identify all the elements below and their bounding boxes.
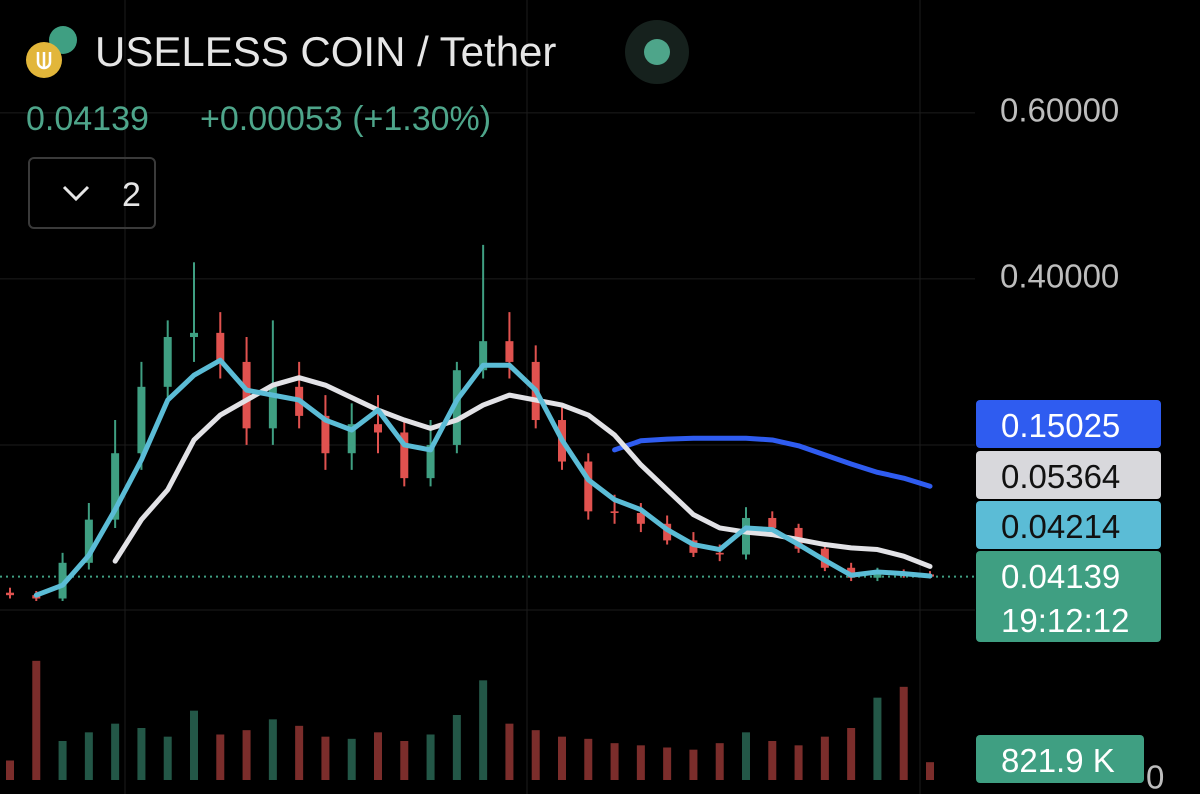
candle-body: [584, 461, 593, 512]
volume-bar: [452, 715, 461, 780]
candle-body: [190, 332, 198, 338]
candle-body: [268, 386, 277, 429]
candle-body: [374, 424, 382, 433]
candle-body: [347, 424, 356, 454]
volume-bar: [742, 732, 750, 780]
volume-bar: [505, 723, 514, 780]
last-price-value: 0.04139: [1001, 558, 1121, 595]
indicator-count: 2: [122, 176, 141, 214]
volume-bar: [400, 741, 409, 780]
status-dot: [644, 39, 670, 65]
volume-badge: 821.9 K: [976, 735, 1144, 783]
candle-body: [58, 562, 67, 599]
volume-bar: [32, 660, 41, 780]
last-price: 0.04139: [26, 100, 149, 138]
candle-body: [742, 517, 750, 555]
candle-body: [426, 444, 435, 479]
volume-bar: [216, 734, 225, 780]
volume-bar: [899, 686, 908, 780]
volume-bar: [479, 680, 488, 780]
volume-bar: [84, 732, 93, 780]
volume-bar: [242, 730, 251, 780]
candle-body: [610, 511, 619, 513]
volume-bar: [636, 745, 645, 780]
candle-body: [768, 517, 777, 528]
candle-body: [452, 370, 461, 445]
volume-bar: [137, 728, 146, 780]
volume-bar: [321, 736, 330, 780]
candle-body: [873, 572, 882, 578]
candle-body: [242, 361, 251, 429]
volume-bar: [820, 736, 829, 780]
candle-body: [84, 519, 93, 563]
candle-body: [505, 341, 514, 362]
volume-bar: [689, 749, 698, 780]
volume-bar: [6, 760, 14, 780]
volume-bar: [426, 734, 435, 780]
volume-bar: [663, 747, 672, 780]
volume-bar: [794, 745, 803, 780]
volume-bar: [295, 725, 304, 780]
y-tick-label: 0.40000: [1000, 258, 1119, 295]
volume-bar: [584, 738, 593, 780]
volume-bar: [190, 710, 198, 780]
volume-bar: [768, 741, 777, 780]
moving-average: [33, 357, 933, 598]
volume-bar: [111, 723, 120, 780]
last-price-badge: 0.04139 19:12:12: [976, 551, 1161, 642]
volume-tick-label: 0: [1146, 759, 1164, 794]
moving-average: [612, 435, 933, 489]
moving-average: [112, 375, 933, 569]
volume-bar: [58, 741, 67, 780]
volume-bar: [347, 738, 356, 780]
volume-bar: [531, 730, 540, 780]
y-tick-label: 0.60000: [1000, 92, 1119, 129]
volume-bar: [610, 743, 619, 780]
ma-mid-badge: 0.05364: [976, 451, 1161, 499]
candle-body: [479, 341, 488, 371]
volume-bar: [163, 736, 172, 780]
chevron: [62, 185, 90, 202]
candle-body: [137, 386, 146, 454]
volume-bar: [847, 728, 856, 780]
candle-body: [216, 332, 225, 362]
volume-bar: [558, 736, 566, 780]
ma-fast-badge: 0.04214: [976, 501, 1161, 549]
candle-body: [400, 432, 409, 479]
pair-title: USELESS COIN / Tether: [95, 28, 557, 75]
volume-bar: [715, 743, 724, 780]
candle-body: [111, 453, 120, 520]
volume-bar: [873, 697, 882, 780]
ma-slow-badge: 0.15025: [976, 400, 1161, 448]
candle-body: [321, 415, 330, 454]
candle-body: [6, 592, 14, 596]
coin-glyph: [36, 52, 52, 70]
price-change: +0.00053 (+1.30%): [200, 100, 492, 138]
volume-bar: [374, 732, 382, 780]
candle-body: [715, 552, 724, 555]
volume-bar: [268, 719, 277, 780]
candle-body: [636, 512, 645, 524]
candle-body: [163, 337, 172, 387]
countdown: 19:12:12: [1001, 602, 1130, 639]
volume-bar: [926, 762, 934, 780]
indicator-toggle[interactable]: 2: [28, 157, 156, 229]
